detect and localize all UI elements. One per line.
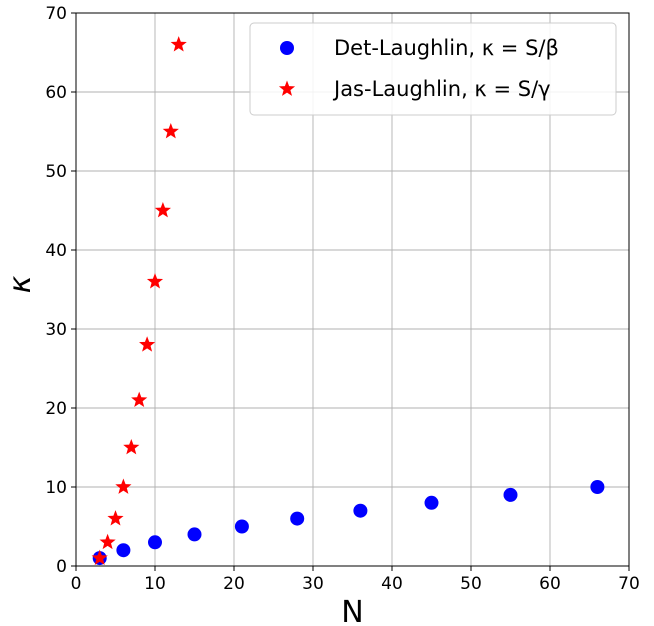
data-point-circle bbox=[187, 527, 202, 542]
y-tick-label: 20 bbox=[45, 399, 67, 419]
y-tick-label: 40 bbox=[45, 241, 67, 261]
data-point-star bbox=[170, 36, 187, 52]
x-axis-label: N bbox=[341, 595, 363, 626]
series-layer bbox=[91, 36, 605, 566]
data-point-circle bbox=[234, 519, 249, 534]
data-point-star bbox=[123, 439, 140, 455]
x-tick-label: 30 bbox=[302, 574, 324, 594]
series-2 bbox=[91, 36, 187, 565]
data-point-star bbox=[131, 391, 148, 407]
legend-entry: Det-Laughlin, κ = S/β bbox=[280, 36, 559, 60]
data-point-circle bbox=[503, 487, 518, 502]
y-tick-label: 0 bbox=[56, 557, 67, 577]
data-point-circle bbox=[116, 543, 131, 558]
data-point-circle bbox=[290, 511, 305, 526]
data-point-circle bbox=[590, 480, 605, 494]
legend-label: Jas-Laughlin, κ = S/γ bbox=[332, 77, 551, 101]
data-point-star bbox=[115, 478, 132, 494]
y-tick-label: 50 bbox=[45, 162, 67, 182]
data-point-star bbox=[99, 533, 116, 550]
series-1 bbox=[92, 480, 605, 566]
legend: Det-Laughlin, κ = S/β Jas-Laughlin, κ = S… bbox=[249, 22, 617, 116]
data-point-star bbox=[139, 336, 156, 352]
plot-frame bbox=[75, 12, 630, 567]
x-tick-label: 20 bbox=[223, 574, 245, 594]
legend-entry: Jas-Laughlin, κ = S/γ bbox=[278, 77, 551, 101]
y-axis-label: κ bbox=[3, 275, 38, 293]
x-tick-label: 0 bbox=[71, 574, 82, 594]
x-tick-label: 40 bbox=[381, 574, 403, 594]
y-tick-label: 30 bbox=[45, 320, 67, 340]
x-tick-label: 50 bbox=[460, 574, 482, 594]
x-tick-label: 60 bbox=[539, 574, 561, 594]
data-point-star bbox=[154, 202, 171, 218]
y-tick-label: 70 bbox=[45, 4, 67, 24]
legend-marker bbox=[280, 41, 294, 55]
data-point-circle bbox=[424, 495, 439, 510]
data-point-circle bbox=[148, 535, 162, 550]
data-point-star bbox=[146, 273, 164, 289]
y-tick-label: 10 bbox=[45, 478, 67, 498]
legend-box bbox=[249, 22, 617, 116]
legend-label: Det-Laughlin, κ = S/β bbox=[334, 36, 559, 60]
data-point-circle bbox=[353, 503, 368, 518]
data-point-star bbox=[107, 510, 124, 526]
data-point-star bbox=[91, 549, 108, 565]
y-axis-ticks: 0 10 20 30 40 50 60 70 bbox=[45, 4, 76, 577]
x-tick-label: 70 bbox=[618, 574, 640, 594]
x-axis-ticks: 0 10 20 30 40 50 60 70 bbox=[71, 566, 640, 594]
data-point-star bbox=[162, 123, 179, 139]
x-tick-label: 10 bbox=[144, 574, 166, 594]
y-tick-label: 60 bbox=[45, 83, 67, 103]
legend-marker bbox=[278, 80, 296, 96]
